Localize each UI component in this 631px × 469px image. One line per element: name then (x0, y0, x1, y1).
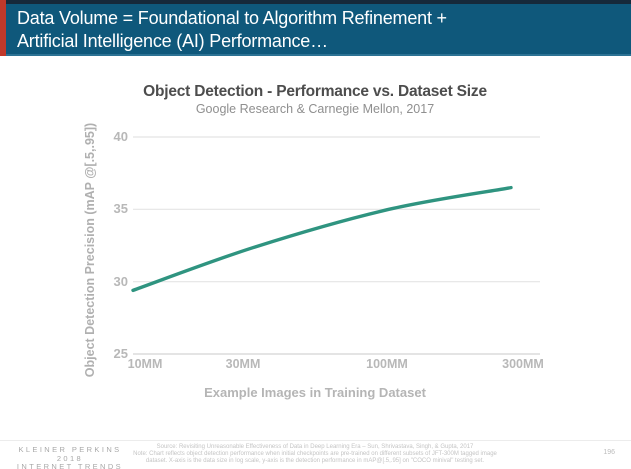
x-tick-label: 100MM (366, 357, 408, 371)
data-series-line (131, 185, 513, 293)
slide-title: Data Volume = Foundational to Algorithm … (17, 7, 447, 53)
header-red-accent (0, 0, 6, 56)
x-tick-label: 10MM (127, 357, 163, 371)
slide-title-line2: Artificial Intelligence (AI) Performance… (17, 31, 328, 51)
logo-line-1: KLEINER PERKINS (18, 445, 122, 454)
y-tick-label: 40 (113, 129, 128, 144)
x-tick-label: 300MM (502, 357, 544, 371)
page-number: 196 (603, 449, 615, 456)
x-tick-label: 30MM (225, 357, 261, 371)
slide-title-line1: Data Volume = Foundational to Algorithm … (17, 8, 447, 28)
header-bar: Data Volume = Foundational to Algorithm … (0, 0, 631, 56)
logo-line-2: 2018 (56, 453, 84, 463)
logo-line-3: INTERNET TRENDS (16, 462, 124, 469)
source-line-3: dataset. X-axis is the data size in log … (145, 458, 485, 464)
source-note: Source: Revisiting Unreasonable Effectiv… (115, 444, 515, 465)
kleiner-perkins-logo: KLEINER PERKINS 2018 INTERNET TRENDS (10, 445, 130, 469)
chart-title: Object Detection - Performance vs. Datas… (143, 83, 487, 100)
y-tick-label: 25 (113, 346, 128, 361)
footer: KLEINER PERKINS 2018 INTERNET TRENDS Sou… (0, 440, 631, 469)
x-axis-label: Example Images in Training Dataset (204, 385, 426, 400)
y-tick-label: 30 (113, 273, 128, 289)
source-line-1: Source: Revisiting Unreasonable Effectiv… (156, 444, 474, 450)
y-tick-label: 35 (113, 201, 128, 217)
source-line-2: Note: Chart reflects object detection pe… (133, 451, 497, 457)
chart-subtitle: Google Research & Carnegie Mellon, 2017 (195, 102, 435, 116)
